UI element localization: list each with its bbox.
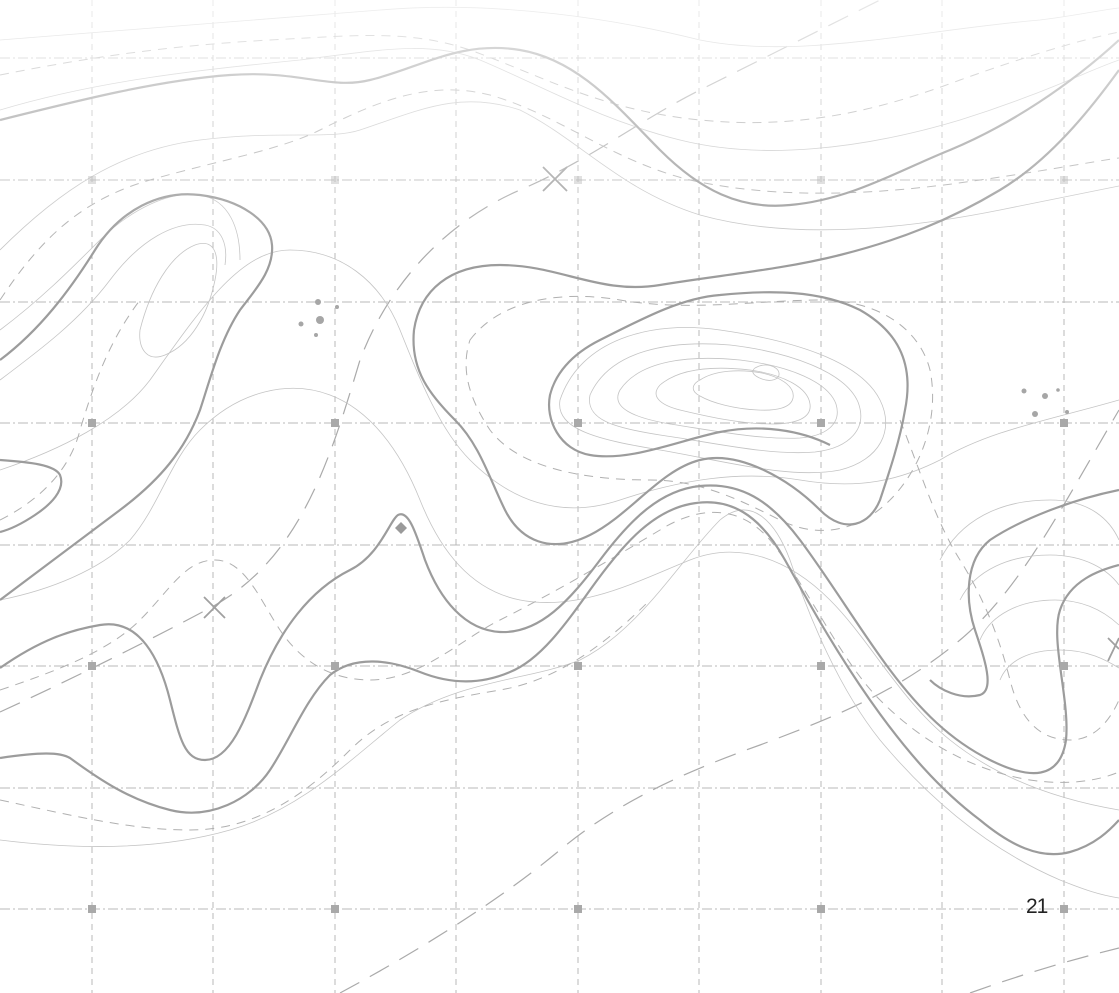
cross-markers — [203, 166, 1119, 662]
diamond-marker — [395, 522, 407, 534]
contour-lines-dashed — [0, 31, 1119, 831]
cross-marker — [203, 596, 226, 619]
page-number: 21 — [1026, 895, 1048, 918]
grid-vertical-lines — [91, 0, 1065, 993]
cross-marker — [542, 166, 568, 192]
grid-node-markers — [88, 176, 1068, 913]
contour-lines-thin — [0, 6, 1119, 899]
cross-marker — [1107, 637, 1119, 662]
boulder-dots — [298, 299, 1069, 417]
grid-horizontal-lines — [0, 57, 1119, 910]
contour-lines-index — [0, 39, 1119, 856]
